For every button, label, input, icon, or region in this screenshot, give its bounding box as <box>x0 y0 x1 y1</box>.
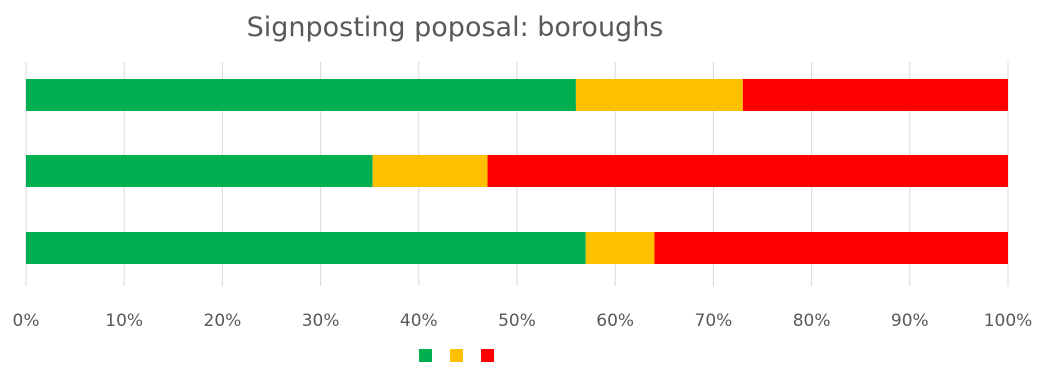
bars <box>26 79 1008 264</box>
bar-segment <box>372 155 488 187</box>
x-tick-label: 90% <box>891 311 929 331</box>
x-axis-tick-labels: 0% 10% 20% 30% 40% 50% 60% 70% 80% 90% 100% <box>13 311 1033 331</box>
bar-segment <box>575 79 743 111</box>
bar-segment <box>487 155 1008 187</box>
bar-segment <box>742 79 1008 111</box>
legend-swatch <box>450 349 463 362</box>
x-tick-label: 70% <box>695 311 733 331</box>
bar-segment <box>585 232 655 264</box>
x-tick-label: 20% <box>204 311 242 331</box>
x-tick-label: 0% <box>13 311 40 331</box>
bar-segment <box>26 155 373 187</box>
x-tick-label: 30% <box>302 311 340 331</box>
x-tick-label: 80% <box>793 311 831 331</box>
chart-title: Signposting poposal: boroughs <box>247 12 664 43</box>
x-tick-label: 100% <box>984 311 1033 331</box>
x-tick-label: 40% <box>400 311 438 331</box>
bar-segment <box>654 232 1008 264</box>
x-tick-label: 10% <box>105 311 143 331</box>
legend-swatch <box>481 349 494 362</box>
legend <box>419 349 494 362</box>
legend-swatch <box>419 349 432 362</box>
x-tick-label: 60% <box>596 311 634 331</box>
bar-segment <box>26 79 576 111</box>
bar-segment <box>26 232 586 264</box>
x-tick-label: 50% <box>498 311 536 331</box>
